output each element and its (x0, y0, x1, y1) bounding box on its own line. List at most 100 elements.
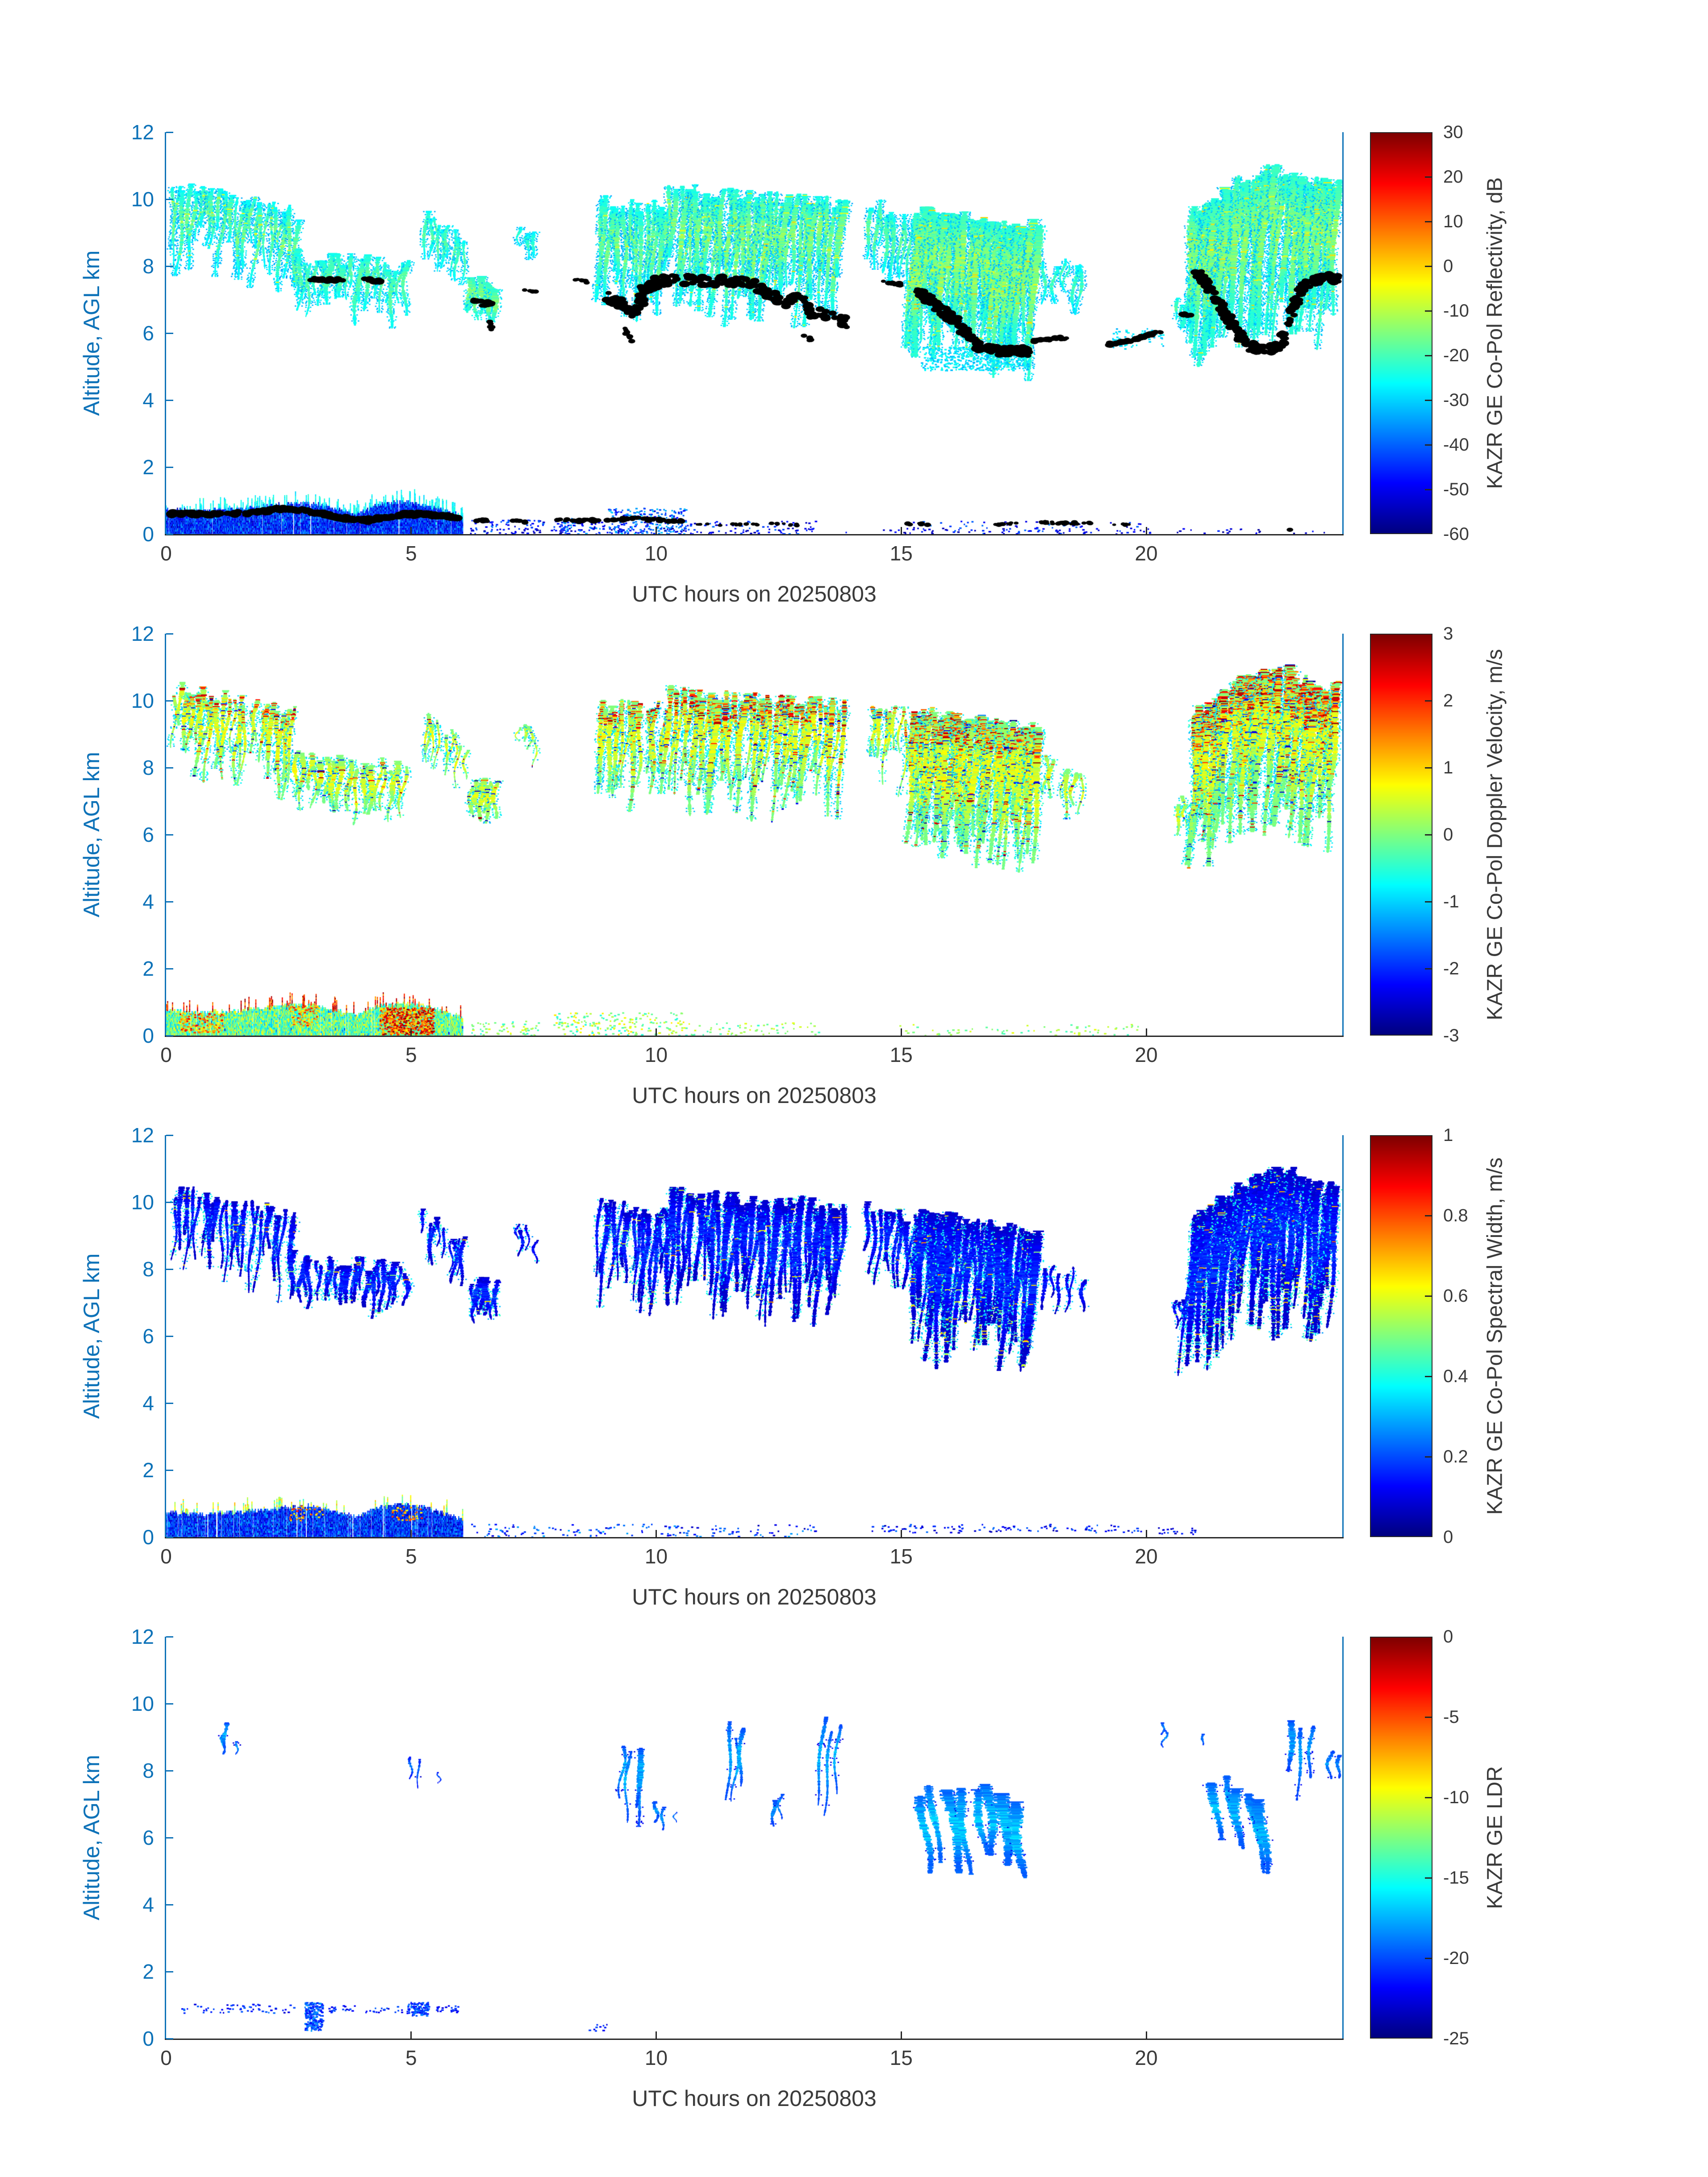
y-tick-label: 0 (142, 1024, 154, 1047)
x-tick-label: 5 (405, 542, 417, 565)
y-tick-label: 2 (142, 1458, 154, 1482)
y-tick (166, 1134, 173, 1136)
panel-doppler-velocity: Altitude, AGL km 0 2 4 6 8 10 12 0 5 10 15 20 UTC … (0, 623, 1708, 1135)
x-tick-label: 10 (644, 1043, 668, 1066)
colorbar-tick (1425, 1375, 1432, 1377)
colorbar-tick (1425, 399, 1432, 401)
plot-area (165, 1134, 1344, 1538)
colorbar-tick (1425, 700, 1432, 702)
colorbar-tick-label: -10 (1443, 1788, 1469, 1807)
colorbar (1370, 634, 1432, 1036)
y-tick-label: 4 (142, 1893, 154, 1916)
y-tick (166, 2038, 173, 2039)
y-tick (166, 1904, 173, 1905)
y-tick-label: 12 (131, 121, 154, 144)
x-tick-label: 20 (1135, 1043, 1158, 1066)
y-tick-label: 6 (142, 322, 154, 345)
x-tick-label: 5 (405, 1545, 417, 1568)
right-axis-line (1342, 634, 1344, 1037)
colorbar-tick (1425, 1295, 1432, 1297)
colorbar-tick-label: 0 (1443, 1627, 1453, 1646)
y-tick-label: 10 (131, 1191, 154, 1214)
x-tick (900, 2031, 902, 2039)
x-tick (900, 527, 902, 534)
right-axis-line (1342, 1637, 1344, 2040)
y-tick (166, 466, 173, 468)
panel-ldr: Altitude, AGL km 0 2 4 6 8 10 12 0 5 10 15 20 UTC … (0, 1626, 1708, 2138)
colorbar-tick-label: 10 (1443, 212, 1463, 231)
y-axis-line (165, 1637, 166, 2040)
colorbar-tick-label: -10 (1443, 301, 1469, 321)
right-axis-line (1342, 132, 1344, 535)
y-tick (166, 700, 173, 702)
colorbar-title: KAZR GE Co-Pol Spectral Width, m/s (1483, 1157, 1507, 1515)
y-tick-label: 2 (142, 1960, 154, 1983)
colorbar-tick-label: 0 (1443, 825, 1453, 844)
y-tick-label: 8 (142, 756, 154, 779)
colorbar-tick-label: 20 (1443, 167, 1463, 187)
x-tick (900, 1530, 902, 1537)
x-tick-label: 10 (644, 2046, 668, 2069)
y-tick-label: 0 (142, 522, 154, 546)
colorbar (1370, 1637, 1432, 2039)
y-tick (166, 1770, 173, 1772)
y-tick (166, 834, 173, 836)
right-axis-line (1342, 1135, 1344, 1538)
x-tick-label: 15 (889, 1043, 913, 1066)
colorbar-tick-label: -60 (1443, 524, 1469, 544)
y-tick (166, 633, 173, 635)
x-axis-label: UTC hours on 20250803 (632, 2086, 877, 2111)
y-tick (166, 1268, 173, 1270)
reflectivity-heatmap (166, 132, 1342, 534)
x-tick-label: 15 (889, 1545, 913, 1568)
x-tick (656, 2031, 657, 2039)
colorbar-tick (1425, 444, 1432, 446)
colorbar (1370, 1135, 1432, 1537)
x-axis-label: UTC hours on 20250803 (632, 1083, 877, 1108)
y-tick (166, 1035, 173, 1036)
x-tick (410, 2031, 412, 2039)
x-axis-line (165, 1036, 1344, 1037)
x-tick-label: 20 (1135, 542, 1158, 565)
colorbar-tick-labels: 0 -5 -10 -15 -20 -25 (1443, 1627, 1533, 2048)
colorbar-tick-label: 3 (1443, 624, 1453, 643)
y-tick-label: 10 (131, 689, 154, 712)
y-tick-label: 12 (131, 1625, 154, 1648)
x-tick-label: 0 (160, 1545, 172, 1568)
colorbar-tick-labels: 1 0.8 0.6 0.4 0.2 0 (1443, 1126, 1533, 1546)
y-tick (166, 1469, 173, 1471)
y-tick (166, 399, 173, 401)
colorbar-tick-label: 0.8 (1443, 1206, 1468, 1225)
x-tick-label: 0 (160, 1043, 172, 1066)
colorbar-tick-label: 30 (1443, 122, 1463, 142)
colorbar-tick (1425, 767, 1432, 769)
x-tick-label: 5 (405, 1043, 417, 1066)
y-tick-labels: 0 2 4 6 8 10 12 (92, 623, 154, 1046)
colorbar-tick (1425, 176, 1432, 178)
doppler-velocity-heatmap (166, 634, 1342, 1036)
x-tick (656, 1028, 657, 1036)
y-tick-label: 6 (142, 1826, 154, 1849)
x-tick (900, 1028, 902, 1036)
y-tick (166, 1703, 173, 1705)
y-tick-label: 6 (142, 1325, 154, 1348)
x-tick-label: 20 (1135, 2046, 1158, 2069)
y-tick (166, 1971, 173, 1972)
y-tick (166, 1837, 173, 1839)
colorbar-gradient (1371, 133, 1432, 533)
colorbar-tick (1425, 968, 1432, 969)
colorbar-tick-label: -2 (1443, 959, 1459, 978)
y-axis-line (165, 1135, 166, 1538)
spectral-width-heatmap (166, 1135, 1342, 1537)
colorbar-tick (1425, 489, 1432, 490)
colorbar-tick-labels: 30 20 10 0 -10 -20 -30 -40 -50 -60 (1443, 123, 1533, 543)
y-tick-label: 8 (142, 1258, 154, 1281)
x-tick-label: 5 (405, 2046, 417, 2069)
colorbar-tick (1425, 1215, 1432, 1216)
y-tick (166, 1335, 173, 1337)
panel-reflectivity: Altitude, AGL km 0 2 4 6 8 10 12 0 5 10 15 20 UTC … (0, 121, 1708, 634)
x-tick (410, 527, 412, 534)
colorbar-gradient (1371, 1136, 1432, 1536)
x-tick-label: 20 (1135, 1545, 1158, 1568)
colorbar-tick-label: 0.6 (1443, 1286, 1468, 1306)
